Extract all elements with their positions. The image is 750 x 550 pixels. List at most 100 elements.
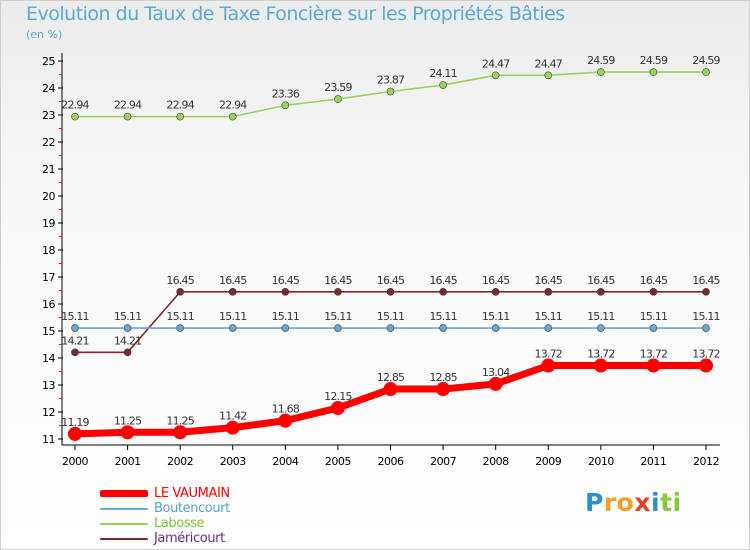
data-point-boutencourt — [334, 324, 342, 332]
data-label-le-vaumain: 13.72 — [587, 348, 615, 361]
x-tick-label: 2012 — [693, 455, 719, 468]
data-label-le-vaumain: 13.72 — [535, 348, 563, 361]
series-layer — [68, 68, 713, 441]
data-label-jam-ricourt: 16.45 — [272, 274, 300, 287]
data-label-labosse: 22.94 — [219, 99, 247, 112]
data-label-le-vaumain: 11.19 — [61, 416, 89, 429]
data-label-jam-ricourt: 16.45 — [482, 274, 510, 287]
data-label-labosse: 24.59 — [587, 54, 615, 67]
data-label-jam-ricourt: 16.45 — [166, 274, 194, 287]
data-point-jam-ricourt — [491, 288, 500, 296]
data-label-le-vaumain: 11.25 — [166, 414, 194, 427]
x-tick-label: 2008 — [483, 455, 509, 468]
data-label-le-vaumain: 12.85 — [429, 371, 457, 384]
data-point-le-vaumain — [699, 358, 713, 373]
data-label-le-vaumain: 12.15 — [324, 390, 352, 403]
y-tick-label: 22 — [42, 136, 55, 149]
data-point-labosse — [71, 112, 79, 121]
data-point-boutencourt — [281, 324, 290, 332]
y-tick-label: 17 — [42, 271, 55, 284]
data-label-jam-ricourt: 14.21 — [61, 334, 89, 347]
data-label-labosse: 23.59 — [324, 81, 352, 94]
data-point-jam-ricourt — [597, 288, 605, 296]
y-tick-label: 12 — [42, 406, 55, 419]
data-label-labosse: 22.94 — [114, 99, 142, 112]
y-tick-label: 14 — [42, 352, 55, 365]
x-tick-label: 2002 — [167, 455, 193, 468]
y-tick-label: 23 — [42, 109, 55, 122]
legend-label-jamericourt: Jaméricourt — [154, 531, 225, 546]
data-label-jam-ricourt: 16.45 — [324, 274, 352, 287]
data-label-le-vaumain: 11.68 — [272, 403, 300, 416]
y-tick-label: 21 — [42, 163, 55, 176]
data-label-boutencourt: 15.11 — [61, 310, 89, 323]
data-label-boutencourt: 15.11 — [166, 310, 194, 323]
data-point-le-vaumain — [646, 358, 661, 373]
data-point-jam-ricourt — [649, 288, 658, 296]
data-label-labosse: 22.94 — [61, 99, 89, 112]
data-label-boutencourt: 15.11 — [429, 310, 457, 323]
data-point-le-vaumain — [593, 358, 608, 373]
data-label-boutencourt: 15.11 — [114, 310, 142, 323]
x-tick-label: 2006 — [378, 455, 404, 468]
data-point-jam-ricourt — [71, 348, 79, 357]
legend-label-boutencourt: Boutencourt — [154, 501, 230, 516]
data-label-boutencourt: 15.11 — [587, 310, 615, 323]
data-point-le-vaumain — [278, 413, 293, 428]
data-point-le-vaumain — [173, 425, 188, 440]
data-point-boutencourt — [649, 324, 658, 332]
data-point-jam-ricourt — [334, 288, 342, 296]
y-tick-label: 15 — [42, 325, 55, 338]
data-point-jam-ricourt — [228, 288, 237, 296]
data-label-boutencourt: 15.11 — [219, 310, 247, 323]
y-tick-label: 19 — [42, 217, 55, 230]
data-point-boutencourt — [491, 324, 500, 332]
data-label-labosse: 24.47 — [482, 57, 510, 70]
data-point-labosse — [702, 68, 710, 76]
chart-unit-label: (en %) — [26, 28, 63, 41]
data-point-jam-ricourt — [386, 288, 395, 296]
data-label-labosse: 24.47 — [535, 57, 563, 70]
data-point-le-vaumain — [541, 358, 556, 373]
proxiti-logo: Proxiti — [585, 488, 682, 517]
data-point-jam-ricourt — [702, 288, 710, 296]
data-point-labosse — [123, 112, 132, 121]
data-point-boutencourt — [597, 324, 605, 332]
data-point-jam-ricourt — [281, 288, 290, 296]
data-label-boutencourt: 15.11 — [640, 310, 668, 323]
data-point-le-vaumain — [225, 420, 240, 435]
data-point-labosse — [228, 112, 237, 121]
data-point-boutencourt — [544, 324, 553, 332]
data-label-labosse: 24.59 — [640, 54, 668, 67]
data-label-boutencourt: 15.11 — [272, 310, 300, 323]
legend-label-labosse: Labosse — [154, 516, 205, 531]
data-point-boutencourt — [386, 324, 395, 332]
data-labels: 11.19 11.25 11.25 11.42 11.68 12.15 12.85 12.85… — [61, 54, 721, 429]
data-label-jam-ricourt: 16.45 — [692, 274, 720, 287]
axes: 11 12 13 14 15 16 17 18 19 20 21 22 23 24 25 2000 2001 20… — [42, 53, 720, 468]
x-tick-label: 2007 — [430, 455, 456, 468]
legend-label-le-vaumain: LE VAUMAIN — [154, 486, 230, 501]
data-label-le-vaumain: 13.72 — [640, 348, 668, 361]
data-label-jam-ricourt: 16.45 — [587, 274, 615, 287]
data-point-labosse — [544, 71, 553, 80]
x-tick-label: 2011 — [640, 455, 666, 468]
data-label-le-vaumain: 13.72 — [692, 348, 720, 361]
data-label-boutencourt: 15.11 — [324, 310, 352, 323]
y-tick-label: 25 — [42, 55, 55, 68]
x-tick-label: 2004 — [272, 455, 298, 468]
data-label-jam-ricourt: 16.45 — [535, 274, 563, 287]
data-label-le-vaumain: 11.25 — [114, 414, 142, 427]
legend-swatch-jamericourt — [100, 538, 148, 540]
x-tick-label: 2000 — [62, 455, 88, 468]
data-label-le-vaumain: 13.04 — [482, 366, 510, 379]
data-label-labosse: 24.11 — [429, 67, 457, 80]
data-point-boutencourt — [123, 324, 132, 332]
data-label-le-vaumain: 12.85 — [377, 371, 405, 384]
legend-swatch-le-vaumain — [100, 490, 148, 497]
data-label-labosse: 23.36 — [272, 87, 300, 100]
data-point-labosse — [176, 112, 184, 121]
y-tick-label: 11 — [42, 433, 55, 446]
data-label-jam-ricourt: 16.45 — [377, 274, 405, 287]
data-label-boutencourt: 15.11 — [692, 310, 720, 323]
